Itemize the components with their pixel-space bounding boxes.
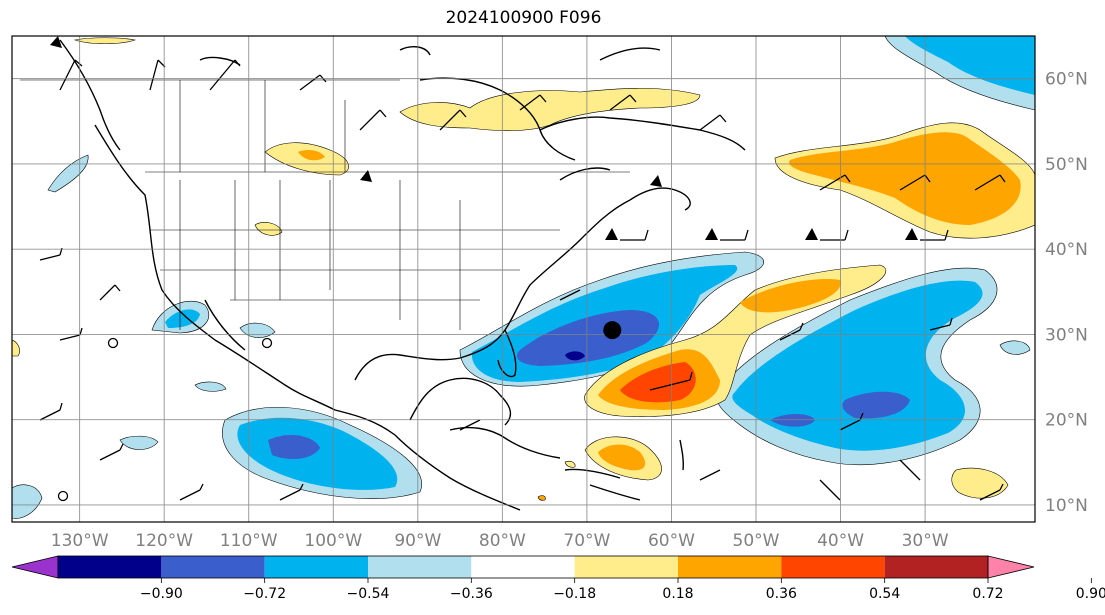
colorbar-tick-label: −0.18	[553, 586, 596, 602]
colorbar-extend-high	[987, 555, 1035, 579]
longitude-tick-label: 120°W	[135, 531, 193, 551]
colorbar-extend-low	[11, 555, 59, 579]
latitude-tick-label: 30°N	[1045, 325, 1088, 345]
small-circle-marker	[57, 490, 69, 502]
longitude-tick-label: 110°W	[220, 531, 278, 551]
colorbar-tick-label: 0.72	[972, 586, 1003, 602]
colorbar-tick-label: −0.90	[140, 586, 183, 602]
colorbar-tick-label: −0.36	[450, 586, 493, 602]
longitude-tick-label: 30°W	[902, 531, 949, 551]
colorbar-segment	[58, 556, 162, 578]
longitude-tick-labels: 130°W 120°W 110°W 100°W 90°W 80°W 70°W 60°W 50°W…	[51, 531, 949, 551]
colorbar-segment	[161, 556, 265, 578]
longitude-tick-label: 90°W	[394, 531, 441, 551]
storm-center-marker	[603, 321, 622, 340]
colorbar-tick-label: 0.54	[869, 586, 900, 602]
longitude-tick-label: 100°W	[304, 531, 362, 551]
longitude-tick-label: 70°W	[563, 531, 610, 551]
colorbar-tick-label: 0.36	[766, 586, 797, 602]
colorbar-segment	[781, 556, 885, 578]
latitude-tick-labels: 60°N 50°N 40°N 30°N 20°N 10°N	[1045, 70, 1088, 516]
anomaly-fill-layer	[12, 36, 1035, 519]
map-frame	[11, 35, 1036, 523]
colorbar-segment	[264, 556, 368, 578]
colorbar-segment	[368, 556, 472, 578]
colorbar-segment	[574, 556, 678, 578]
coastline-layer	[59, 39, 746, 511]
colorbar-segment	[678, 556, 782, 578]
latitude-tick-label: 40°N	[1045, 240, 1088, 260]
wind-flag-layer	[50, 36, 918, 240]
colorbar-tick-label: 0.18	[662, 586, 693, 602]
colorbar-segment	[884, 556, 988, 578]
colorbar-tick-label: −0.72	[243, 586, 286, 602]
small-circle-marker	[261, 337, 273, 349]
lat-lon-grid	[12, 36, 1035, 522]
colorbar-tick-label: 0.90	[1076, 586, 1105, 602]
longitude-tick-label: 130°W	[51, 531, 109, 551]
longitude-tick-label: 60°W	[648, 531, 695, 551]
colorbar: −0.90 −0.72 −0.54 −0.36 −0.18 0.18 0.36 0.54 0.7…	[11, 555, 1105, 602]
latitude-tick-label: 10°N	[1045, 496, 1088, 516]
colorbar-segment	[471, 556, 575, 578]
latitude-tick-label: 20°N	[1045, 411, 1088, 431]
map-title: 2024100900 F096	[445, 8, 602, 28]
colorbar-tick-label: −0.54	[347, 586, 390, 602]
wind-barb-layer	[39, 59, 1006, 501]
longitude-tick-label: 40°W	[817, 531, 864, 551]
latitude-tick-label: 50°N	[1045, 155, 1088, 175]
colorbar-outline	[57, 555, 989, 579]
border-layer	[20, 79, 630, 330]
longitude-tick-label: 80°W	[479, 531, 526, 551]
latitude-tick-label: 60°N	[1045, 70, 1088, 90]
longitude-tick-label: 50°W	[733, 531, 780, 551]
small-circle-marker	[107, 337, 119, 349]
